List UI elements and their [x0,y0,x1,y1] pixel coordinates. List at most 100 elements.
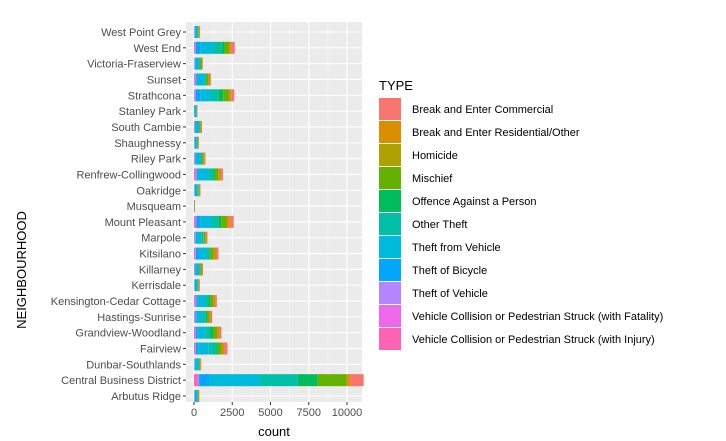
bar-segment [194,105,195,118]
legend-label: Vehicle Collision or Pedestrian Struck (… [412,334,655,346]
bar-segment [198,279,199,292]
bar-segment [194,247,196,260]
bar-segment [203,231,204,244]
bar-segment [197,26,199,38]
bar-segment [317,374,347,387]
bar-segment [195,342,196,355]
bar-segment [195,247,199,260]
bar-segment [223,342,228,355]
bar-segment [201,263,203,276]
legend-key [379,98,401,120]
bar-segment [197,295,206,308]
bar-segment [194,342,196,355]
bar-segment [203,231,206,244]
bar-segment [194,390,198,402]
bar-segment [204,152,206,165]
bar-segment [214,168,219,181]
bar-segment [208,295,211,308]
bar-segment [195,342,199,355]
legend-label: Mischief [412,173,453,185]
bar-segment [209,247,211,260]
bar-segment [195,57,200,70]
bar-segment [209,326,213,339]
legend-label: Vehicle Collision or Pedestrian Struck (… [412,311,663,323]
bar-segment [208,168,214,181]
bar-segment [195,152,201,165]
bar-segment [227,215,230,228]
bar-segment [199,120,201,133]
bar-segment [194,263,196,276]
bar-segment [194,105,197,118]
bar-segment [210,73,211,86]
bar-segment [200,215,212,228]
bar-segment [194,295,196,308]
y-tick-label: Shaughnessy [114,138,181,150]
bar-segment [259,374,298,387]
bar-segment [194,326,196,339]
bar-segment [196,73,204,86]
bar-segment [213,295,216,308]
y-tick-label: Strathcona [128,90,182,102]
bar-segment [200,152,202,165]
x-tick-label: 7500 [297,407,321,419]
legend-label: Theft of Bicycle [412,265,487,277]
y-tick-label: Musqueam [127,201,181,213]
y-tick-label: Riley Park [131,154,182,166]
bar-segment [218,168,222,181]
bar-segment [221,41,225,54]
bar-segment [198,342,209,355]
bar-segment [198,247,207,260]
bar-segment [216,342,218,355]
bar-segment [210,89,219,102]
y-tick-label: Victoria-Fraserview [87,59,181,71]
x-axis: 0 2500 5000 7500 10000 [191,402,362,419]
y-tick-label: Killarney [139,264,182,276]
bar-segment [199,263,201,276]
bar-segment [221,215,228,228]
legend-label: Other Theft [412,219,467,231]
bar-segment [194,279,198,292]
bar-segment [194,231,196,244]
bar-segment [206,231,208,244]
legend-key [379,121,401,143]
legend-key [379,213,401,235]
bar-segment [195,326,197,339]
bar-segment [218,89,224,102]
bar-segment [198,358,200,371]
legend-key [379,305,401,327]
legend-label: Homicide [412,150,458,162]
bar-segment [221,168,223,181]
bar-segment [195,358,199,371]
bar-segment [219,326,222,339]
bar-segment [209,374,260,387]
major-gridlines [186,22,362,402]
bar-segment [194,152,195,165]
bar-segment [297,374,318,387]
bar-segment [201,231,204,244]
y-tick-label: Hastings-Sunrise [97,312,181,324]
bar-segment [202,152,204,165]
bar-segment [195,247,196,260]
bar-segment [194,374,198,387]
x-tick-label: 0 [191,407,197,419]
bar-segment [194,73,196,86]
bar-segment [205,231,207,244]
bar-segment [205,295,209,308]
bar-segment [195,231,202,244]
bar-segment [207,310,210,323]
bar-segment [230,41,235,54]
bar-segment [221,342,224,355]
bar-segment [213,168,215,181]
bar-segment [194,57,195,70]
legend-key [379,144,401,166]
bar-segment [199,184,201,197]
bar-segment [196,168,198,181]
legend-key [379,259,401,281]
bar-segment [203,73,206,86]
bar-segment [200,120,202,133]
bar-segment [216,247,219,260]
bar-segment [195,295,197,308]
bar-segment [200,358,201,371]
bar-segment [196,215,201,228]
